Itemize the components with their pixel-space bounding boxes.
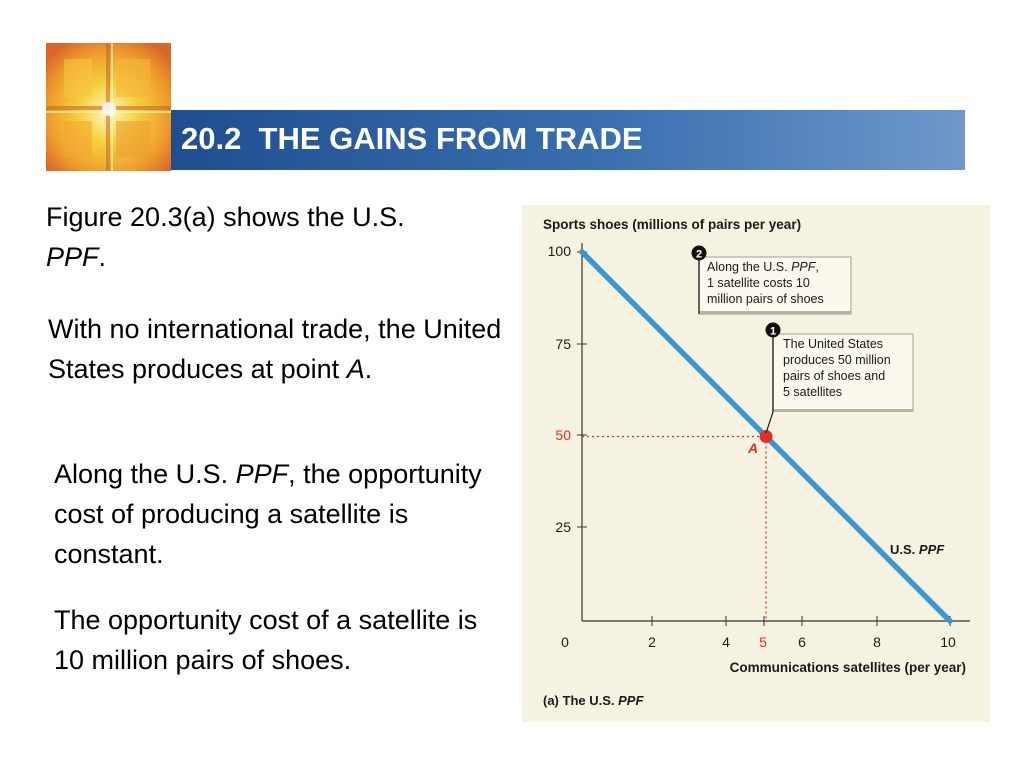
point-a-label: A [747, 440, 758, 456]
annotation-2: 2 Along the U.S. PPF, 1 satellite costs … [691, 245, 852, 315]
x-tick-label-6: 6 [798, 634, 806, 650]
series-label-emphasis: PPF [919, 542, 945, 557]
chart-caption-text: (a) The U.S. [543, 693, 618, 708]
y-tick-label-50: 50 [555, 427, 571, 443]
p3-text: Along the U.S. [54, 459, 236, 489]
paragraph-figure-ref: Figure 20.3(a) shows the U.S. PPF. [46, 197, 466, 277]
annotation-2-box [698, 256, 852, 315]
y-axis-label: Sports shoes (millions of pairs per year… [543, 217, 801, 232]
p1-emphasis: PPF [46, 242, 99, 272]
annotation-2-line-3: million pairs of shoes [707, 292, 824, 306]
annotation-1-number: 1 [770, 326, 776, 338]
page-title: 20.2 THE GAINS FROM TRADE [181, 121, 643, 156]
annotation-1-shadow [774, 409, 913, 412]
chart-caption-emphasis: PPF [618, 693, 644, 708]
x-axis-label: Communications satellites (per year) [730, 660, 966, 675]
ppf-chart: Sports shoes (millions of pairs per year… [543, 217, 970, 708]
x-tick-label-4: 4 [722, 634, 730, 650]
annotation-2-shadow [700, 311, 851, 314]
y-tick-label-100: 100 [548, 243, 572, 259]
annotation-2-line-1-a: Along the U.S. [707, 260, 791, 274]
x-tick-label-8: 8 [873, 634, 881, 650]
point-a-marker [759, 430, 773, 443]
annotation-2-line-1: Along the U.S. PPF, [707, 260, 819, 274]
annotation-1-pointer [765, 411, 774, 434]
p2-emphasis: A [346, 354, 365, 384]
annotation-2-line-2: 1 satellite costs 10 [707, 276, 810, 290]
annotation-1-badge [765, 322, 781, 338]
chart-caption: (a) The U.S. PPF [543, 693, 644, 708]
series-label-text: U.S. [890, 542, 919, 557]
annotation-1-line-2: produces 50 million [783, 353, 891, 367]
p1-text: Figure 20.3(a) shows the U.S. [46, 202, 405, 232]
paragraph-constant-cost: Along the U.S. PPF, the opportunity cost… [54, 454, 504, 574]
p2-text: With no international trade, the United … [48, 314, 502, 384]
x-tick-label-2: 2 [648, 634, 656, 650]
logo [46, 43, 171, 171]
p2-end: . [364, 354, 373, 384]
x-tick-label-10: 10 [940, 634, 956, 650]
annotation-2-line-1-em: PPF [791, 260, 817, 274]
annotation-2-badge [691, 245, 707, 261]
annotation-2-line-1-b: , [815, 260, 818, 274]
p1-end: . [98, 242, 107, 272]
logo-graphic [46, 43, 171, 171]
p3-end: , the opportunity cost of producing a sa… [54, 459, 482, 569]
title-bar: 20.2 THE GAINS FROM TRADE [171, 110, 965, 170]
chart-panel: Sports shoes (millions of pairs per year… [522, 205, 990, 722]
x-tick-label-0: 0 [561, 634, 569, 650]
x-tick-label-5: 5 [759, 634, 767, 650]
paragraph-no-trade: With no international trade, the United … [48, 309, 518, 389]
annotation-1: 1 The United States produces 50 million … [765, 322, 914, 434]
paragraph-opportunity-cost: The opportunity cost of a satellite is 1… [54, 605, 478, 675]
annotation-1-line-4: 5 satellites [783, 385, 842, 399]
series-label-us-ppf: U.S. PPF [890, 542, 945, 557]
y-tick-label-25: 25 [555, 519, 571, 535]
annotation-1-line-1: The United States [783, 337, 883, 351]
annotation-1-box [772, 333, 914, 412]
annotation-2-number: 2 [696, 249, 702, 261]
p3-emphasis: PPF [235, 459, 289, 489]
y-tick-label-75: 75 [555, 336, 571, 352]
annotation-1-line-3: pairs of shoes and [783, 369, 885, 383]
